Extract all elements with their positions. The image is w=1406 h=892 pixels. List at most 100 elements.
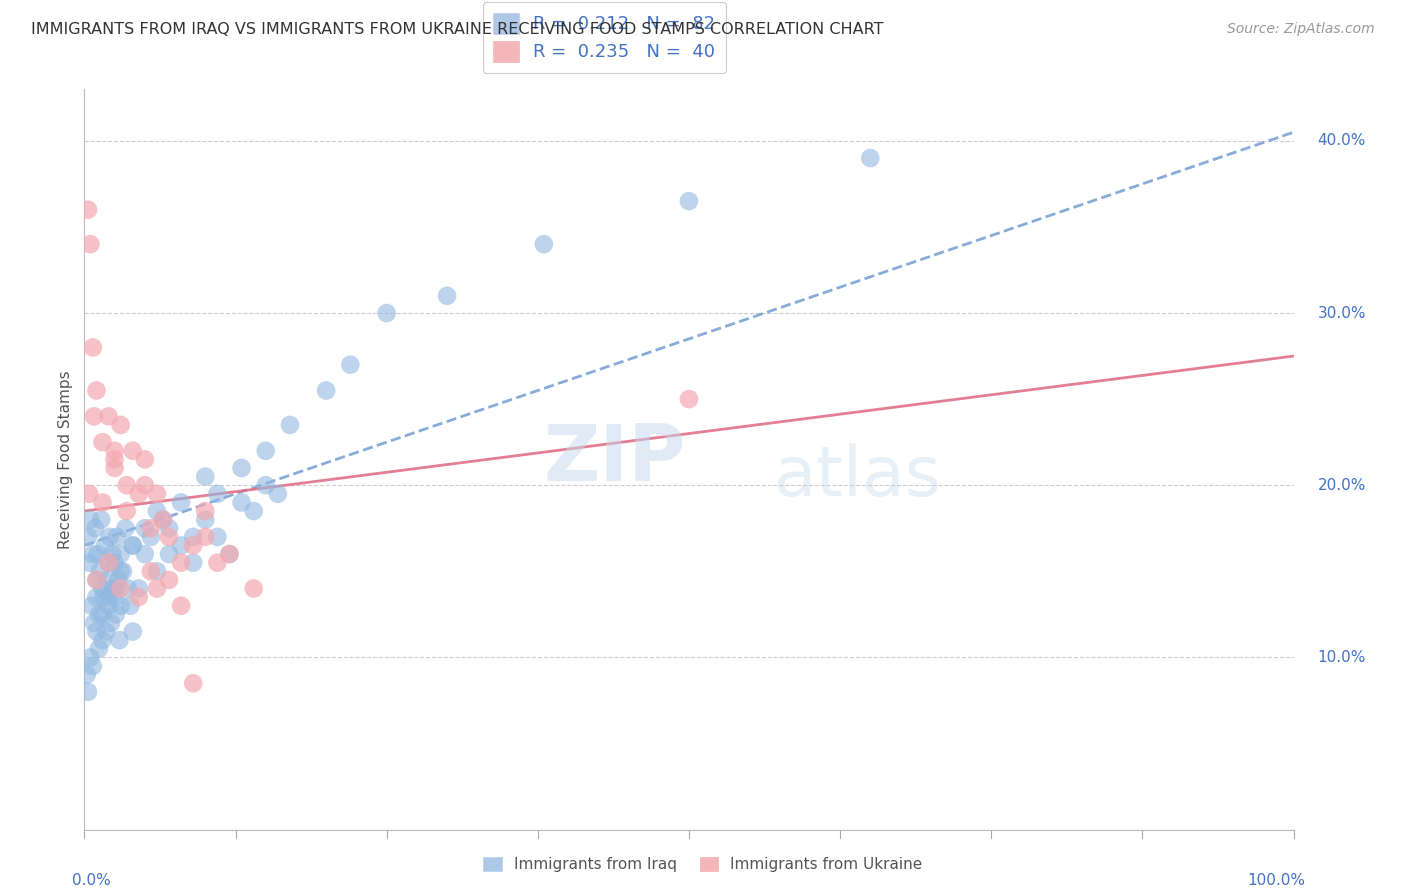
Text: 10.0%: 10.0% xyxy=(1317,650,1367,665)
Point xyxy=(87,641,110,656)
Point xyxy=(134,452,156,467)
Point xyxy=(181,539,204,553)
Point xyxy=(84,521,107,535)
Point xyxy=(121,539,143,553)
Point xyxy=(90,513,112,527)
Point xyxy=(218,547,240,561)
Point xyxy=(242,504,264,518)
Point xyxy=(121,539,143,553)
Point xyxy=(97,556,120,570)
Point xyxy=(77,556,100,570)
Point xyxy=(121,443,143,458)
Legend: Immigrants from Iraq, Immigrants from Ukraine: Immigrants from Iraq, Immigrants from Uk… xyxy=(475,849,931,880)
Point xyxy=(91,607,114,622)
Point xyxy=(93,590,115,604)
Point xyxy=(86,590,108,604)
Text: Source: ZipAtlas.com: Source: ZipAtlas.com xyxy=(1227,22,1375,37)
Point xyxy=(128,590,150,604)
Point xyxy=(86,573,108,587)
Point xyxy=(103,582,125,596)
Point xyxy=(104,556,127,570)
Point xyxy=(104,590,127,604)
Point xyxy=(157,573,180,587)
Point xyxy=(128,582,150,596)
Point xyxy=(104,461,127,475)
Point xyxy=(678,194,700,208)
Point xyxy=(157,547,180,561)
Point xyxy=(115,504,138,518)
Point xyxy=(194,469,217,483)
Legend: R =  0.212   N =  82, R =  0.235   N =  40: R = 0.212 N = 82, R = 0.235 N = 40 xyxy=(482,2,725,72)
Point xyxy=(87,607,110,622)
Point xyxy=(315,384,337,398)
Point xyxy=(181,676,204,690)
Point xyxy=(86,547,108,561)
Point xyxy=(139,521,162,535)
Text: ZIP: ZIP xyxy=(544,421,686,498)
Point xyxy=(86,384,108,398)
Text: 20.0%: 20.0% xyxy=(1317,478,1367,492)
Point xyxy=(146,564,169,578)
Point xyxy=(82,659,104,673)
Point xyxy=(96,573,118,587)
Point xyxy=(86,624,108,639)
Point xyxy=(83,615,105,630)
Point xyxy=(170,539,193,553)
Point xyxy=(375,306,398,320)
Point xyxy=(231,495,253,509)
Point xyxy=(101,547,124,561)
Point xyxy=(218,547,240,561)
Point xyxy=(859,151,882,165)
Point xyxy=(91,633,114,648)
Point xyxy=(254,443,277,458)
Point xyxy=(170,556,193,570)
Point xyxy=(104,443,127,458)
Point xyxy=(94,624,117,639)
Point xyxy=(82,547,104,561)
Point xyxy=(98,530,121,544)
Point xyxy=(170,599,193,613)
Point xyxy=(76,667,98,681)
Text: atlas: atlas xyxy=(773,443,942,510)
Point xyxy=(115,478,138,492)
Point xyxy=(82,341,104,355)
Point xyxy=(254,478,277,492)
Point xyxy=(91,582,114,596)
Point xyxy=(89,564,111,578)
Point xyxy=(146,582,169,596)
Point xyxy=(94,539,117,553)
Point xyxy=(112,564,135,578)
Point xyxy=(117,582,139,596)
Point xyxy=(91,495,114,509)
Point xyxy=(110,547,132,561)
Point xyxy=(678,392,700,406)
Point xyxy=(80,599,103,613)
Point xyxy=(79,237,101,252)
Point xyxy=(110,564,132,578)
Point xyxy=(77,530,100,544)
Point xyxy=(157,521,180,535)
Point xyxy=(79,650,101,665)
Point xyxy=(83,409,105,424)
Point xyxy=(128,487,150,501)
Point xyxy=(157,530,180,544)
Point xyxy=(114,521,136,535)
Y-axis label: Receiving Food Stamps: Receiving Food Stamps xyxy=(58,370,73,549)
Point xyxy=(194,504,217,518)
Point xyxy=(104,452,127,467)
Point xyxy=(121,624,143,639)
Point xyxy=(170,495,193,509)
Point xyxy=(97,409,120,424)
Text: 40.0%: 40.0% xyxy=(1317,133,1367,148)
Point xyxy=(107,573,129,587)
Point xyxy=(104,607,127,622)
Point xyxy=(242,582,264,596)
Point xyxy=(436,289,458,303)
Text: IMMIGRANTS FROM IRAQ VS IMMIGRANTS FROM UKRAINE RECEIVING FOOD STAMPS CORRELATIO: IMMIGRANTS FROM IRAQ VS IMMIGRANTS FROM … xyxy=(31,22,883,37)
Point xyxy=(77,487,100,501)
Point xyxy=(134,547,156,561)
Point xyxy=(152,513,174,527)
Point xyxy=(91,435,114,450)
Point xyxy=(86,573,108,587)
Point xyxy=(181,556,204,570)
